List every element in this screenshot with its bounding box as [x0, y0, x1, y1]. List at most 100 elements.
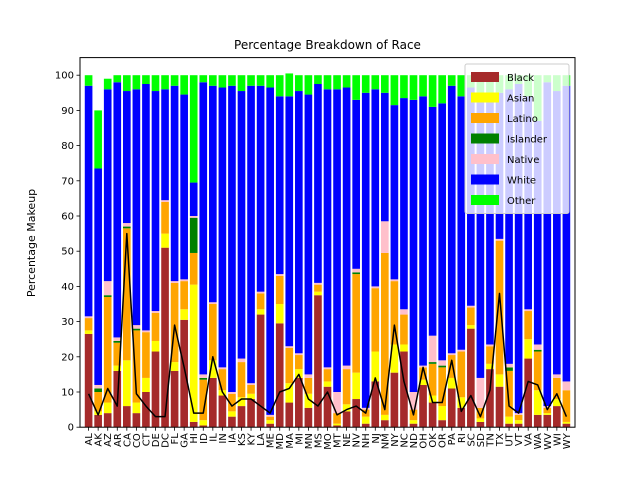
bar-asian-ri	[457, 397, 466, 408]
bar-native-sc	[467, 305, 475, 308]
bar-latino-mn	[304, 377, 313, 394]
bar-latino-pa	[447, 355, 456, 378]
bar-islander-az	[103, 295, 112, 297]
bar-black-wi	[553, 406, 561, 428]
x-tick-label-sd: SD	[476, 433, 487, 447]
bar-latino-ak	[94, 392, 102, 412]
y-tick-label-20: 20	[61, 352, 74, 363]
bar-latino-nv	[352, 274, 360, 373]
bar-asian-mi	[295, 369, 303, 378]
bar-white-nj	[371, 89, 380, 287]
legend-swatch-latino	[471, 113, 499, 123]
bar-white-oh	[419, 96, 427, 366]
x-tick-label-nv: NV	[352, 433, 363, 447]
bar-other-me	[266, 75, 274, 88]
bar-white-ky	[247, 85, 255, 384]
bar-black-ga	[180, 319, 188, 428]
bar-native-sd	[476, 377, 485, 408]
bar-asian-az	[103, 402, 112, 414]
bar-other-oh	[419, 75, 427, 97]
bar-other-ms	[314, 75, 322, 84]
bar-white-ga	[180, 94, 188, 280]
bar-other-dc	[161, 75, 169, 90]
y-tick-label-100: 100	[55, 71, 74, 82]
bar-white-vt	[514, 84, 523, 414]
bar-white-nc	[400, 98, 408, 310]
bar-other-ks	[237, 75, 246, 92]
bar-native-hi	[189, 216, 198, 218]
bar-islander-wa	[533, 349, 542, 352]
bar-white-ia	[228, 85, 236, 392]
bar-black-ok	[428, 402, 437, 428]
bar-white-ms	[314, 84, 322, 283]
bar-asian-al	[84, 330, 93, 334]
legend-swatch-asian	[471, 92, 499, 103]
bar-islander-ar	[113, 340, 122, 343]
bar-latino-ms	[314, 284, 322, 292]
bar-other-mi	[295, 75, 303, 92]
bar-islander-or	[438, 365, 446, 368]
bar-latino-oh	[419, 367, 427, 380]
bar-white-dc	[161, 89, 169, 201]
x-tick-label-az: AZ	[103, 433, 114, 447]
bar-latino-ct	[142, 332, 150, 378]
bar-native-ak	[94, 384, 102, 389]
bar-white-wa	[533, 120, 542, 345]
bar-asian-wi	[553, 399, 561, 407]
bar-white-wy	[562, 85, 571, 382]
bar-native-ne	[342, 365, 351, 370]
bar-native-pa	[447, 353, 456, 356]
legend-label-latino: Latino	[507, 114, 538, 125]
bar-black-oh	[419, 384, 427, 428]
bar-asian-ky	[247, 393, 255, 400]
bar-asian-ga	[180, 309, 188, 320]
bar-native-md	[275, 274, 284, 276]
legend-swatch-black	[471, 72, 499, 82]
bar-black-ky	[247, 399, 255, 428]
bar-latino-mi	[295, 355, 303, 370]
bar-white-id	[199, 82, 208, 375]
bar-black-ca	[123, 406, 131, 428]
bar-other-nv	[352, 75, 360, 100]
bar-asian-vt	[514, 420, 523, 424]
bar-native-nc	[400, 309, 408, 315]
x-tick-label-va: VA	[524, 433, 535, 446]
x-tick-label-id: ID	[199, 433, 210, 444]
bar-native-nv	[352, 268, 360, 273]
bar-white-nv	[352, 99, 360, 269]
bar-native-ut	[505, 363, 513, 368]
bar-other-ok	[428, 75, 437, 107]
bar-black-ne	[342, 411, 351, 428]
x-tick-label-hi: HI	[189, 433, 200, 443]
bar-latino-il	[209, 304, 217, 361]
x-tick-label-in: IN	[218, 433, 229, 443]
legend-swatch-white	[471, 174, 499, 185]
x-tick-label-tx: TX	[495, 433, 506, 447]
bar-latino-ca	[123, 228, 131, 361]
bar-latino-co	[132, 330, 141, 403]
bar-black-nv	[352, 399, 360, 428]
bar-asian-sd	[476, 418, 485, 422]
bar-latino-ny	[390, 281, 399, 345]
bar-asian-wa	[533, 390, 542, 415]
bar-other-mn	[304, 75, 313, 95]
bar-asian-ma	[285, 383, 294, 403]
bar-latino-mo	[323, 369, 332, 382]
bar-other-nm	[381, 75, 389, 93]
x-tick-label-mn: MN	[304, 433, 315, 449]
bar-black-id	[199, 425, 208, 428]
x-tick-label-or: OR	[438, 433, 449, 448]
bar-native-ny	[390, 279, 399, 282]
x-tick-label-la: LA	[256, 433, 267, 446]
bar-native-in	[218, 367, 227, 370]
x-tick-label-sc: SC	[466, 433, 477, 446]
bar-native-wy	[562, 381, 571, 391]
bar-asian-nh	[361, 416, 370, 424]
bars-layer	[84, 73, 571, 428]
bar-black-hi	[189, 421, 198, 428]
bar-black-vt	[514, 423, 523, 428]
y-tick-label-40: 40	[61, 282, 74, 293]
bar-latino-wi	[553, 377, 561, 400]
bar-black-mn	[304, 407, 313, 428]
